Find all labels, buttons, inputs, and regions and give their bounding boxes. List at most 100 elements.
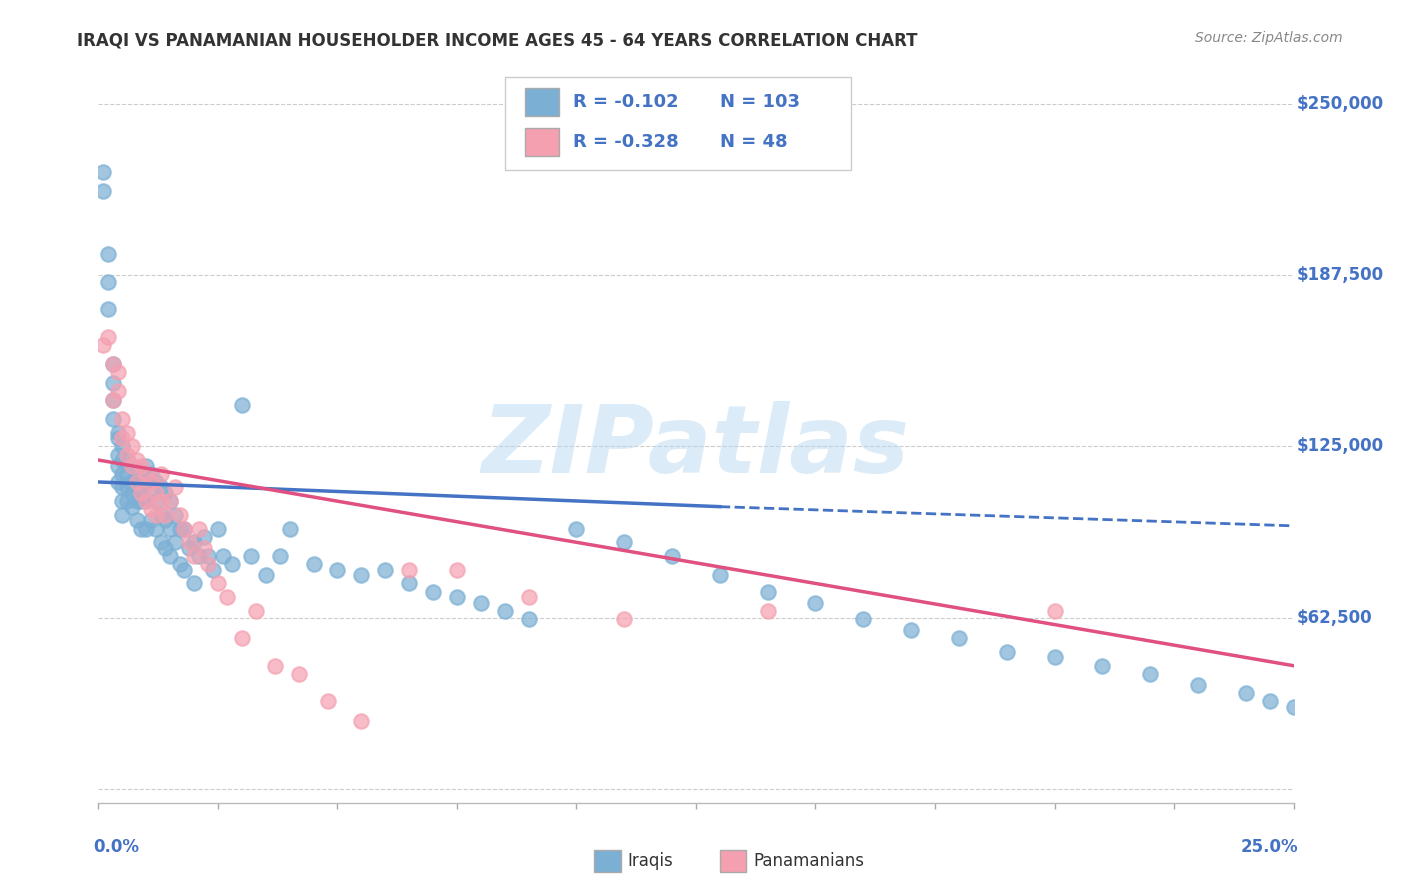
Point [111, 439, 134, 453]
Point [240, 549, 263, 563]
Point [149, 535, 172, 549]
Point [111, 431, 134, 445]
Point [1139, 667, 1161, 681]
Text: Panamanians: Panamanians [754, 852, 865, 871]
Point [159, 522, 181, 536]
Text: $187,500: $187,500 [1298, 266, 1385, 284]
Point [207, 522, 229, 536]
Point [187, 549, 209, 563]
Point [948, 632, 970, 646]
Point [1091, 658, 1114, 673]
Point [131, 522, 153, 536]
Point [995, 645, 1018, 659]
Point [163, 535, 186, 549]
Point [135, 494, 157, 508]
Point [197, 558, 219, 572]
Point [101, 392, 124, 407]
Point [149, 494, 172, 508]
Point [115, 448, 138, 462]
Point [149, 467, 172, 481]
Point [91, 165, 114, 179]
Point [374, 563, 396, 577]
Point [107, 431, 129, 445]
Point [193, 541, 215, 555]
Point [1234, 686, 1257, 700]
Point [121, 500, 143, 514]
Point [111, 467, 134, 481]
Point [145, 508, 167, 522]
Point [135, 467, 157, 481]
Text: Iraqis: Iraqis [628, 852, 673, 871]
Point [101, 412, 124, 426]
Text: Source: ZipAtlas.com: Source: ZipAtlas.com [1195, 31, 1343, 45]
FancyBboxPatch shape [505, 78, 852, 169]
Text: 25.0%: 25.0% [1240, 838, 1298, 856]
Point [169, 522, 191, 536]
Point [169, 508, 191, 522]
Point [135, 522, 157, 536]
Point [111, 453, 134, 467]
Point [91, 338, 114, 352]
Point [111, 508, 134, 522]
Point [350, 568, 373, 582]
Point [661, 549, 683, 563]
Point [101, 357, 124, 371]
Point [446, 563, 468, 577]
Text: N = 103: N = 103 [720, 93, 800, 111]
Point [107, 425, 129, 440]
Point [131, 486, 153, 500]
Point [316, 694, 339, 708]
Point [187, 522, 209, 536]
Point [145, 486, 167, 500]
Point [139, 486, 162, 500]
Text: $62,500: $62,500 [1298, 608, 1372, 627]
Point [135, 475, 157, 489]
Point [159, 549, 181, 563]
Point [183, 535, 205, 549]
Point [125, 475, 148, 489]
Text: N = 48: N = 48 [720, 133, 787, 151]
Point [211, 549, 233, 563]
Point [900, 623, 922, 637]
Point [135, 494, 157, 508]
Point [231, 632, 253, 646]
Point [91, 184, 114, 198]
Point [302, 558, 325, 572]
Point [125, 480, 148, 494]
Point [131, 458, 153, 473]
Text: R = -0.328: R = -0.328 [572, 133, 679, 151]
Point [107, 458, 129, 473]
Point [1258, 694, 1281, 708]
Point [183, 576, 205, 591]
Point [149, 508, 172, 522]
FancyBboxPatch shape [720, 850, 747, 872]
Point [145, 494, 167, 508]
Point [804, 596, 827, 610]
Point [231, 398, 253, 412]
Point [131, 494, 153, 508]
Point [852, 612, 875, 626]
FancyBboxPatch shape [524, 87, 558, 116]
Point [115, 494, 138, 508]
Point [254, 568, 277, 582]
Point [111, 480, 134, 494]
Point [159, 494, 181, 508]
Point [179, 541, 201, 555]
Point [179, 535, 201, 549]
Point [121, 458, 143, 473]
Point [245, 604, 267, 618]
Point [107, 448, 129, 462]
Point [145, 522, 167, 536]
Point [155, 541, 177, 555]
Point [111, 412, 134, 426]
Point [131, 467, 153, 481]
Point [125, 453, 148, 467]
Point [115, 467, 138, 481]
Point [101, 392, 124, 407]
Point [221, 558, 243, 572]
Point [398, 563, 420, 577]
Point [494, 604, 516, 618]
Point [159, 494, 181, 508]
Point [135, 458, 157, 473]
Point [709, 568, 731, 582]
